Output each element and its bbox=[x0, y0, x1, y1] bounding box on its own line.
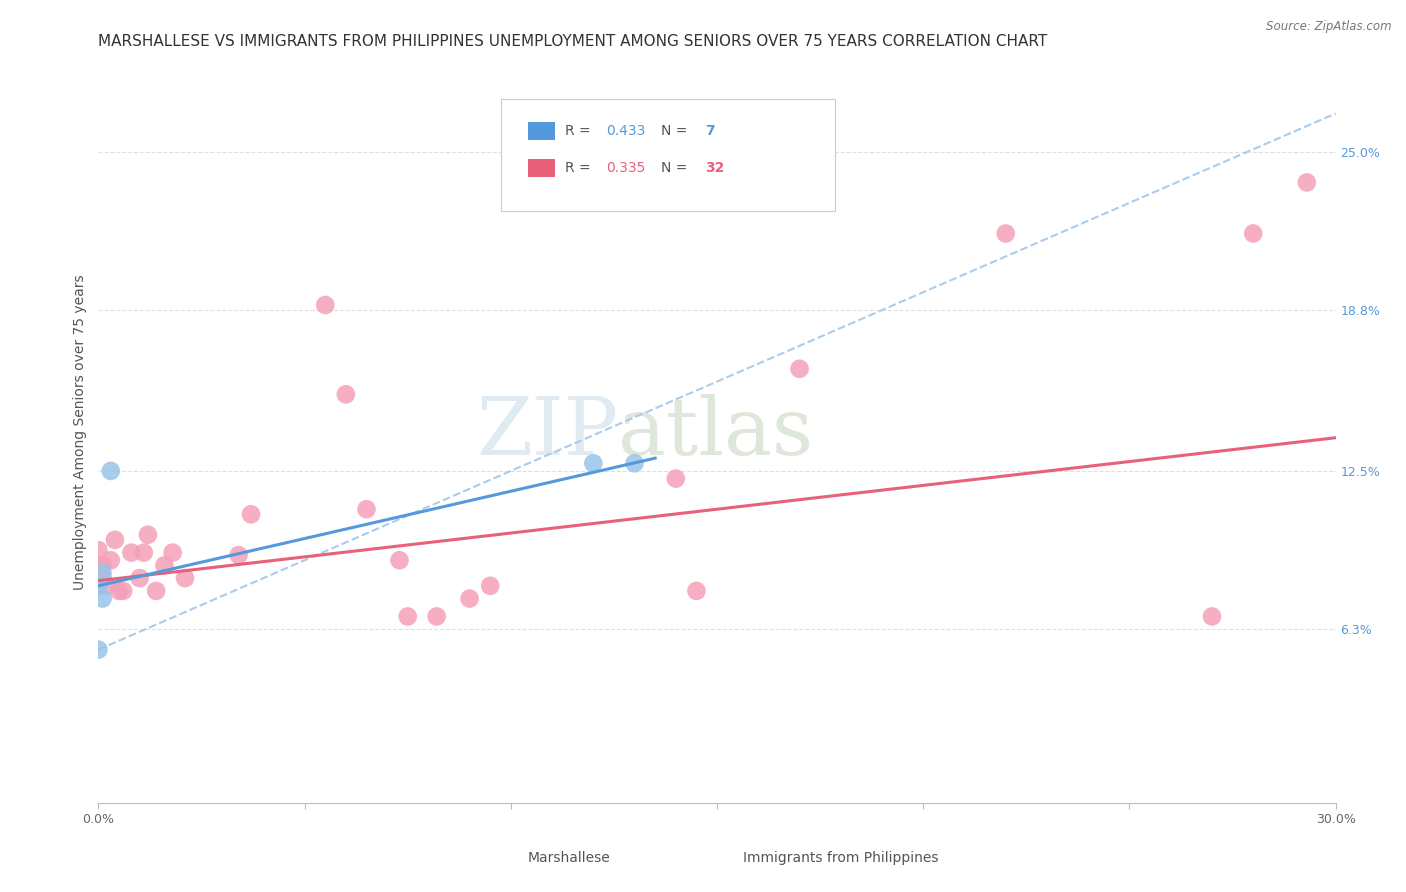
Point bbox=[994, 227, 1017, 241]
Text: R =: R = bbox=[565, 124, 595, 138]
FancyBboxPatch shape bbox=[501, 849, 537, 871]
FancyBboxPatch shape bbox=[527, 160, 555, 178]
Point bbox=[104, 533, 127, 547]
Text: MARSHALLESE VS IMMIGRANTS FROM PHILIPPINES UNEMPLOYMENT AMONG SENIORS OVER 75 YE: MARSHALLESE VS IMMIGRANTS FROM PHILIPPIN… bbox=[98, 34, 1047, 49]
Point bbox=[228, 548, 250, 562]
Text: N =: N = bbox=[661, 124, 692, 138]
Text: R =: R = bbox=[565, 161, 595, 175]
Point bbox=[458, 591, 481, 606]
Point bbox=[1241, 227, 1264, 241]
Point bbox=[100, 464, 122, 478]
Point bbox=[314, 298, 336, 312]
Text: ZIP: ZIP bbox=[477, 393, 619, 472]
Text: 0.433: 0.433 bbox=[606, 124, 645, 138]
Point bbox=[388, 553, 411, 567]
Point bbox=[87, 642, 110, 657]
Point bbox=[335, 387, 357, 401]
Text: 7: 7 bbox=[704, 124, 714, 138]
Point bbox=[665, 472, 688, 486]
Point bbox=[132, 546, 155, 560]
Text: 0.335: 0.335 bbox=[606, 161, 645, 175]
Text: Immigrants from Philippines: Immigrants from Philippines bbox=[742, 851, 939, 865]
Point bbox=[174, 571, 197, 585]
Text: atlas: atlas bbox=[619, 393, 813, 472]
Point bbox=[96, 579, 118, 593]
Point bbox=[396, 609, 419, 624]
Text: N =: N = bbox=[661, 161, 692, 175]
Point bbox=[87, 543, 110, 558]
Point bbox=[100, 553, 122, 567]
Point bbox=[91, 571, 114, 585]
Point bbox=[91, 591, 114, 606]
Point bbox=[789, 361, 811, 376]
Point bbox=[623, 456, 645, 470]
Point bbox=[153, 558, 176, 573]
Y-axis label: Unemployment Among Seniors over 75 years: Unemployment Among Seniors over 75 years bbox=[73, 275, 87, 591]
Point bbox=[91, 566, 114, 580]
Point bbox=[87, 558, 110, 573]
Point bbox=[356, 502, 378, 516]
Point bbox=[1201, 609, 1223, 624]
FancyBboxPatch shape bbox=[761, 849, 797, 871]
Point bbox=[112, 583, 135, 598]
Point bbox=[87, 579, 110, 593]
Point bbox=[128, 571, 150, 585]
Text: 32: 32 bbox=[704, 161, 724, 175]
Point bbox=[240, 508, 263, 522]
Point bbox=[426, 609, 449, 624]
Point bbox=[479, 579, 502, 593]
Point bbox=[1295, 176, 1317, 190]
FancyBboxPatch shape bbox=[501, 99, 835, 211]
Text: Source: ZipAtlas.com: Source: ZipAtlas.com bbox=[1267, 20, 1392, 33]
Point bbox=[582, 456, 605, 470]
Point bbox=[108, 583, 131, 598]
Point bbox=[136, 527, 159, 541]
Point bbox=[91, 558, 114, 573]
Point bbox=[145, 583, 167, 598]
Point bbox=[120, 546, 142, 560]
Text: Marshallese: Marshallese bbox=[527, 851, 610, 865]
Point bbox=[685, 583, 707, 598]
FancyBboxPatch shape bbox=[527, 122, 555, 140]
Point bbox=[162, 546, 184, 560]
